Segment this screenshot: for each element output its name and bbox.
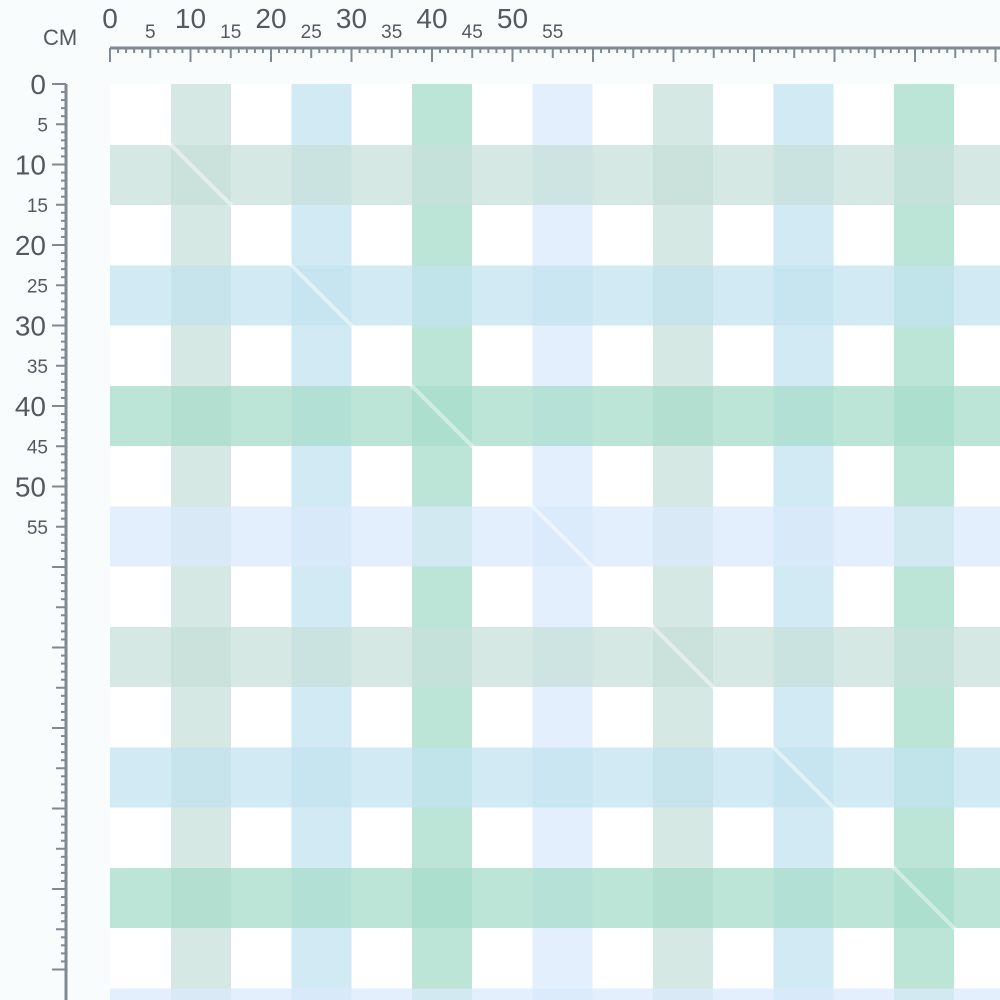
horizontal-stripe — [110, 265, 1000, 326]
horizontal-stripe — [110, 868, 1000, 928]
horizontal-ruler: 0 5 10 15 20 25 30 35 40 45 50 55 — [102, 3, 1000, 62]
vertical-ruler-label: 20 — [15, 230, 46, 261]
fold-line-highlight — [110, 84, 1000, 976]
vertical-ruler-label: 0 — [30, 69, 46, 100]
vertical-ruler-label: 5 — [37, 115, 48, 136]
vertical-ruler-label: 25 — [27, 276, 48, 297]
vertical-ruler-label: 15 — [27, 196, 48, 217]
horizontal-stripe — [110, 747, 1000, 808]
horizontal-stripe — [110, 506, 1000, 567]
vertical-ruler: 0 5 10 15 20 25 30 35 40 45 50 55 — [15, 69, 68, 1000]
ruler-unit-label: CM — [43, 25, 77, 50]
horizontal-ruler-label: 25 — [301, 22, 322, 43]
vertical-ruler-label: 40 — [15, 391, 46, 422]
horizontal-ruler-ticks: 0 5 10 15 20 25 30 35 40 45 50 55 — [102, 3, 997, 62]
horizontal-ruler-label: 10 — [175, 3, 206, 34]
horizontal-ruler-label: 45 — [462, 22, 483, 43]
vertical-ruler-label: 45 — [27, 437, 48, 458]
horizontal-stripe — [110, 386, 1000, 446]
gingham-fabric-swatch — [110, 84, 1000, 1000]
horizontal-ruler-label: 35 — [381, 22, 402, 43]
horizontal-ruler-label: 30 — [336, 3, 367, 34]
horizontal-ruler-label: 0 — [102, 3, 118, 34]
horizontal-ruler-label: 55 — [542, 22, 563, 43]
horizontal-stripe — [110, 627, 1000, 687]
vertical-ruler-label: 55 — [27, 518, 48, 539]
vertical-ruler-label: 50 — [15, 472, 46, 503]
horizontal-stripe — [110, 988, 1000, 1000]
horizontal-stripe — [110, 145, 1000, 205]
vertical-ruler-ticks: 0 5 10 15 20 25 30 35 40 45 50 55 — [15, 69, 66, 971]
vertical-ruler-label: 30 — [15, 311, 46, 342]
horizontal-ruler-label: 15 — [220, 22, 241, 43]
horizontal-ruler-label: 20 — [255, 3, 286, 34]
horizontal-stripes — [110, 145, 1000, 1000]
horizontal-ruler-label: 50 — [497, 3, 528, 34]
vertical-ruler-label: 35 — [27, 357, 48, 378]
horizontal-ruler-label: 40 — [416, 3, 447, 34]
horizontal-ruler-label: 5 — [145, 22, 156, 43]
vertical-ruler-label: 10 — [15, 150, 46, 181]
